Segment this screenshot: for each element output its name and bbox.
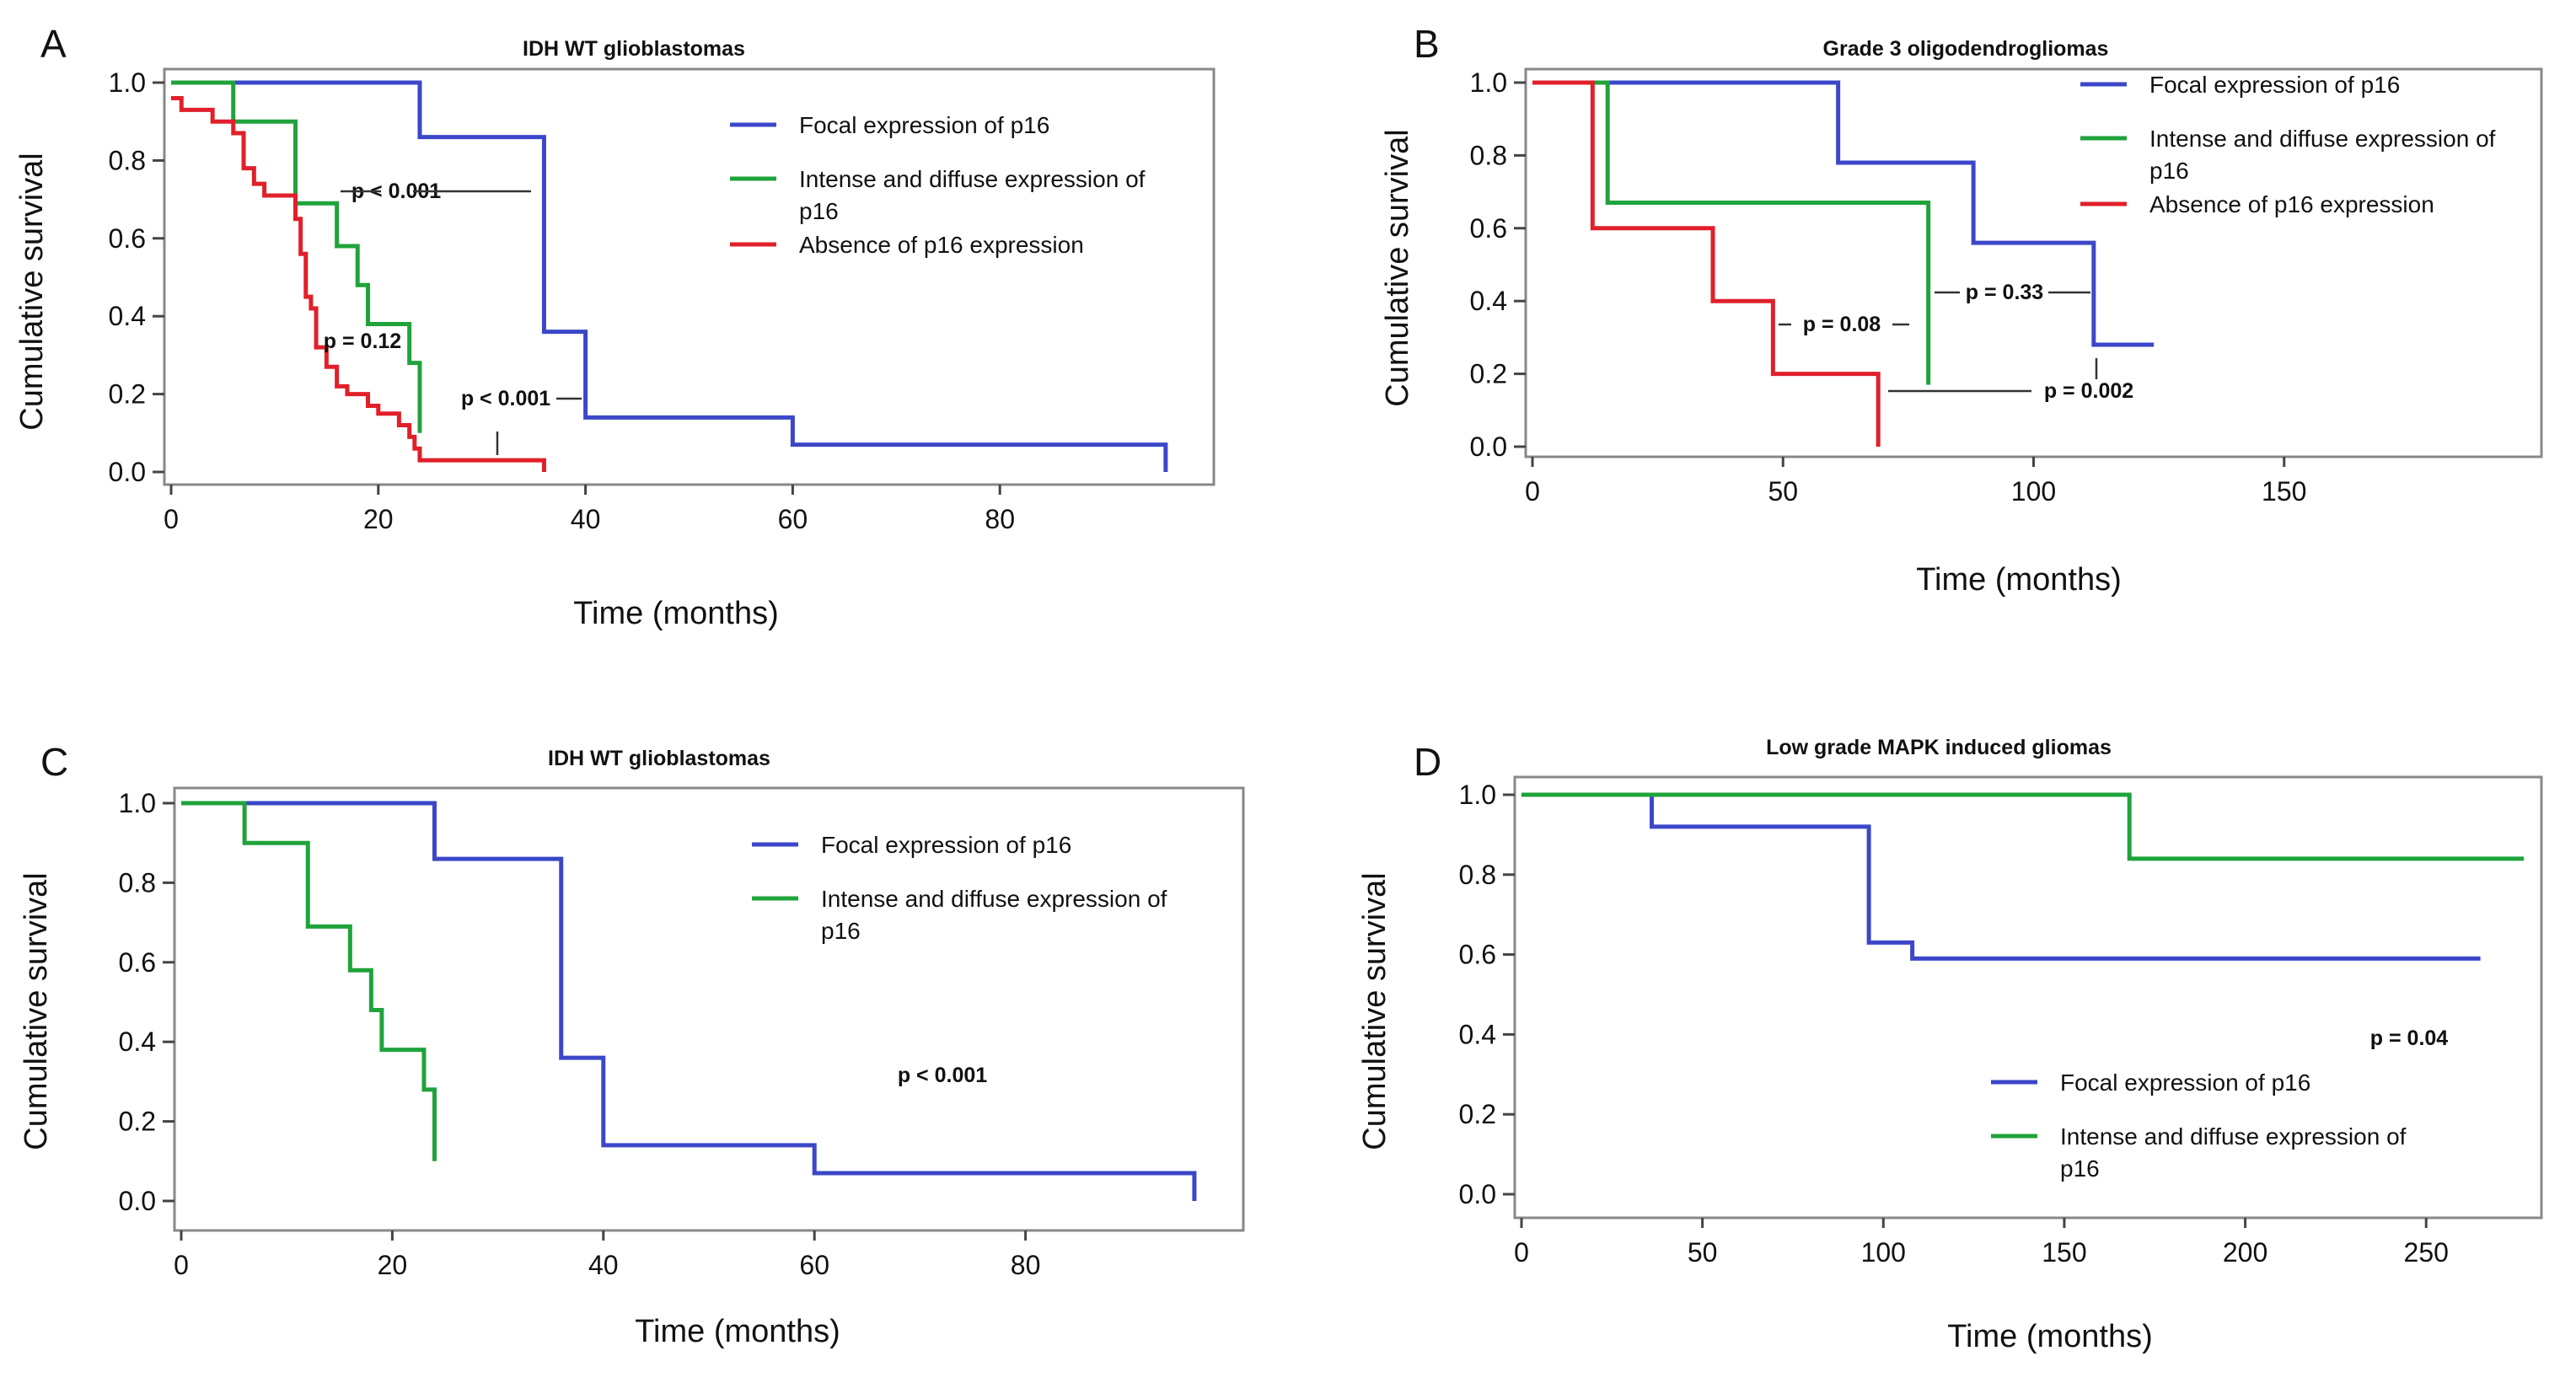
y-axis-label: Cumulative survival — [14, 153, 50, 430]
survival-curve-2 — [181, 801, 437, 1161]
x-tick-label: 100 — [1861, 1237, 1906, 1268]
x-axis-label: Time (months) — [573, 596, 779, 631]
plot-frame — [1513, 775, 2543, 1220]
survival-curve-2 — [1521, 792, 2525, 861]
y-tick-label: 0.2 — [1459, 1099, 1496, 1129]
legend-label: Focal expression of p16 — [2149, 72, 2400, 98]
x-tick-label: 250 — [2404, 1237, 2449, 1268]
x-tick-label: 150 — [2042, 1237, 2086, 1268]
legend-label: Intense and diffuse expression of — [821, 886, 1167, 912]
x-tick-label: 20 — [378, 1250, 408, 1280]
y-tick-label: 0.6 — [1459, 940, 1496, 970]
legend-label: p16 — [821, 918, 861, 944]
x-tick-label: 80 — [985, 504, 1015, 534]
y-tick-label: 0.8 — [1470, 140, 1507, 170]
survival-curve-3 — [1532, 80, 1881, 447]
x-axis-label: Time (months) — [1947, 1319, 2153, 1354]
x-tick-label: 40 — [588, 1250, 619, 1280]
chart-title: Grade 3 oligodendrogliomas — [1823, 37, 2109, 61]
x-tick-label: 150 — [2262, 476, 2306, 507]
y-tick-label: 1.0 — [109, 67, 146, 98]
y-tick-label: 0.6 — [119, 947, 156, 978]
legend-label: p16 — [2060, 1155, 2100, 1182]
legend-label: Absence of p16 expression — [799, 232, 1084, 258]
legend-label: Focal expression of p16 — [799, 112, 1049, 138]
x-tick-label: 0 — [164, 504, 179, 534]
panel-letter: D — [1414, 740, 1441, 784]
y-tick-label: 1.0 — [1459, 780, 1496, 810]
p-value-annotation: p = 0.12 — [324, 330, 401, 353]
y-tick-label: 0.0 — [109, 457, 146, 487]
y-tick-label: 0.2 — [109, 379, 146, 410]
plot-frame — [163, 67, 1216, 486]
legend-label: Intense and diffuse expression of — [2060, 1123, 2407, 1150]
p-value-annotation: p < 0.001 — [898, 1064, 987, 1087]
y-tick-label: 0.6 — [109, 223, 146, 254]
y-tick-label: 0.4 — [119, 1027, 156, 1057]
panel-letter: C — [40, 740, 68, 784]
legend-label: Focal expression of p16 — [2060, 1069, 2310, 1096]
panel-b: B Grade 3 oligodendrogliomas 0.0 0.2 0.4 0.6 0… — [1380, 22, 2543, 598]
survival-curve-2 — [171, 80, 422, 433]
y-tick-label: 0.6 — [1470, 213, 1507, 244]
panel-d: D Low grade MAPK induced gliomas 0.0 0.2 0.4… — [1357, 736, 2543, 1354]
chart-title: Low grade MAPK induced gliomas — [1766, 736, 2112, 759]
x-axis-label: Time (months) — [635, 1314, 840, 1349]
x-tick-label: 0 — [1525, 476, 1540, 507]
x-tick-label: 200 — [2223, 1237, 2267, 1268]
y-tick-label: 0.0 — [1470, 432, 1507, 462]
p-value-annotation: p < 0.001 — [461, 387, 550, 410]
y-tick-label: 0.4 — [1470, 286, 1507, 316]
survival-curve-1 — [1532, 80, 2155, 347]
p-value-annotation: p = 0.08 — [1803, 313, 1881, 336]
y-tick-label: 0.2 — [119, 1107, 156, 1137]
panel-letter: A — [40, 22, 67, 66]
y-axis-label: Cumulative survival — [1357, 872, 1393, 1150]
x-tick-label: 80 — [1011, 1250, 1041, 1280]
panel-a: A IDH WT glioblastomas 0.0 0.2 0.4 0.6 0.8 1.0 0… — [14, 22, 1216, 631]
y-tick-label: 0.2 — [1470, 359, 1507, 389]
y-tick-label: 1.0 — [1470, 67, 1507, 98]
x-tick-label: 20 — [363, 504, 394, 534]
legend-label: Focal expression of p16 — [821, 832, 1071, 858]
legend-label: Absence of p16 expression — [2149, 191, 2434, 217]
y-tick-label: 0.4 — [1459, 1019, 1496, 1049]
p-value-annotation: p = 0.002 — [2044, 379, 2133, 403]
survival-curve-1 — [1521, 792, 2481, 961]
y-tick-label: 0.4 — [109, 301, 146, 331]
chart-title: IDH WT glioblastomas — [548, 747, 770, 770]
survival-curve-3 — [171, 95, 546, 472]
survival-curve-1 — [181, 801, 1197, 1201]
legend-label: Intense and diffuse expression of — [799, 166, 1146, 192]
y-tick-label: 0.8 — [109, 145, 146, 175]
y-tick-label: 0.0 — [119, 1186, 156, 1216]
chart-title: IDH WT glioblastomas — [523, 37, 745, 61]
p-value-annotation: p = 0.04 — [2370, 1027, 2449, 1050]
x-tick-label: 50 — [1688, 1237, 1718, 1268]
y-tick-label: 1.0 — [119, 788, 156, 818]
p-value-annotation: p = 0.33 — [1966, 281, 2043, 304]
x-tick-label: 40 — [571, 504, 601, 534]
panel-letter: B — [1414, 22, 1440, 66]
x-axis-label: Time (months) — [1916, 562, 2122, 598]
x-tick-label: 60 — [799, 1250, 829, 1280]
legend-label: Intense and diffuse expression of — [2149, 126, 2496, 152]
y-tick-label: 0.8 — [1459, 860, 1496, 890]
y-tick-label: 0.8 — [119, 867, 156, 898]
legend-label: p16 — [799, 198, 839, 224]
y-axis-label: Cumulative survival — [1380, 129, 1415, 406]
legend-label: p16 — [2149, 158, 2189, 184]
plot-frame — [173, 786, 1245, 1232]
x-tick-label: 60 — [778, 504, 808, 534]
panel-c: C IDH WT glioblastomas 0.0 0.2 0.4 0.6 0.8 1.0 0… — [19, 740, 1245, 1349]
x-tick-label: 100 — [2011, 476, 2056, 507]
y-tick-label: 0.0 — [1459, 1179, 1496, 1209]
x-tick-label: 0 — [1514, 1237, 1529, 1268]
x-tick-label: 50 — [1768, 476, 1798, 507]
x-tick-label: 0 — [174, 1250, 189, 1280]
survival-curve-1 — [171, 80, 1168, 472]
y-axis-label: Cumulative survival — [19, 872, 54, 1150]
